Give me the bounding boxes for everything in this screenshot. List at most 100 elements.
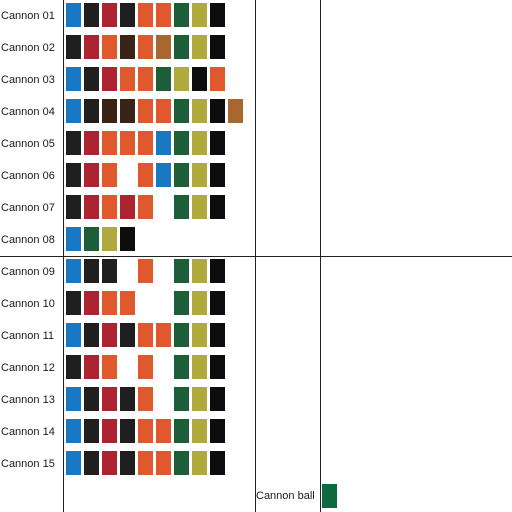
row-label: Cannon 14 bbox=[1, 426, 55, 438]
color-cell bbox=[66, 163, 81, 187]
color-cell bbox=[156, 3, 171, 27]
color-cell bbox=[192, 163, 207, 187]
color-cell bbox=[120, 67, 135, 91]
color-cell bbox=[84, 195, 99, 219]
color-cell bbox=[174, 163, 189, 187]
color-cell bbox=[192, 323, 207, 347]
color-cell bbox=[210, 67, 225, 91]
color-cell bbox=[210, 451, 225, 475]
color-cell bbox=[66, 99, 81, 123]
color-cell bbox=[66, 227, 81, 251]
color-cell bbox=[102, 99, 117, 123]
color-cell bbox=[84, 451, 99, 475]
row-label: Cannon 06 bbox=[1, 170, 55, 182]
color-cell bbox=[66, 387, 81, 411]
color-cell bbox=[66, 35, 81, 59]
color-cell bbox=[174, 451, 189, 475]
color-cell bbox=[138, 67, 153, 91]
color-cell bbox=[210, 3, 225, 27]
color-cell bbox=[156, 35, 171, 59]
row-label: Cannon 13 bbox=[1, 394, 55, 406]
color-cell bbox=[84, 323, 99, 347]
color-cell bbox=[156, 323, 171, 347]
color-cell bbox=[120, 419, 135, 443]
color-cell bbox=[102, 291, 117, 315]
row-label: Cannon 07 bbox=[1, 202, 55, 214]
color-cell bbox=[120, 99, 135, 123]
color-cell bbox=[120, 291, 135, 315]
color-cell bbox=[84, 163, 99, 187]
row-label: Cannon 08 bbox=[1, 234, 55, 246]
color-cell bbox=[120, 451, 135, 475]
color-cell bbox=[174, 323, 189, 347]
color-cell bbox=[192, 195, 207, 219]
legend-swatch-cannon-ball bbox=[322, 484, 337, 508]
color-cell bbox=[192, 131, 207, 155]
color-cell bbox=[210, 163, 225, 187]
color-cell bbox=[138, 195, 153, 219]
color-cell bbox=[66, 67, 81, 91]
row-label: Cannon 05 bbox=[1, 138, 55, 150]
color-cell bbox=[84, 227, 99, 251]
color-cell bbox=[102, 419, 117, 443]
color-cell bbox=[138, 99, 153, 123]
color-cell bbox=[192, 291, 207, 315]
color-cell bbox=[120, 131, 135, 155]
row-label: Cannon 11 bbox=[1, 330, 55, 342]
color-cell bbox=[102, 387, 117, 411]
legend-label: Cannon ball bbox=[256, 490, 315, 502]
row-label: Cannon 01 bbox=[1, 10, 55, 22]
color-cell bbox=[66, 291, 81, 315]
color-cell bbox=[120, 387, 135, 411]
color-cell bbox=[138, 419, 153, 443]
color-cell bbox=[102, 227, 117, 251]
row-label: Cannon 10 bbox=[1, 298, 55, 310]
color-cell bbox=[210, 99, 225, 123]
row-label: Cannon 03 bbox=[1, 74, 55, 86]
color-cell bbox=[174, 67, 189, 91]
color-cell bbox=[102, 131, 117, 155]
color-cell bbox=[120, 35, 135, 59]
color-cell bbox=[156, 419, 171, 443]
color-cell bbox=[192, 355, 207, 379]
color-cell bbox=[174, 3, 189, 27]
color-cell bbox=[66, 195, 81, 219]
row-label: Cannon 09 bbox=[1, 266, 55, 278]
color-cell bbox=[120, 195, 135, 219]
color-cell bbox=[84, 99, 99, 123]
color-cell bbox=[84, 131, 99, 155]
color-cell bbox=[102, 195, 117, 219]
row-label: Cannon 04 bbox=[1, 106, 55, 118]
color-cell bbox=[174, 355, 189, 379]
color-cell bbox=[210, 291, 225, 315]
color-cell bbox=[84, 419, 99, 443]
color-cell bbox=[66, 3, 81, 27]
color-cell bbox=[192, 387, 207, 411]
color-cell bbox=[84, 387, 99, 411]
color-cell bbox=[192, 419, 207, 443]
color-cell bbox=[138, 323, 153, 347]
color-cell bbox=[156, 99, 171, 123]
color-cell bbox=[156, 451, 171, 475]
row-label: Cannon 02 bbox=[1, 42, 55, 54]
color-cell bbox=[174, 131, 189, 155]
color-cell bbox=[138, 387, 153, 411]
color-cell bbox=[102, 67, 117, 91]
color-cell bbox=[192, 35, 207, 59]
color-cell bbox=[84, 355, 99, 379]
color-cell bbox=[138, 355, 153, 379]
row-label: Cannon 15 bbox=[1, 458, 55, 470]
color-cell bbox=[192, 259, 207, 283]
color-cell bbox=[174, 35, 189, 59]
horizontal-divider bbox=[0, 256, 512, 257]
color-cell bbox=[102, 355, 117, 379]
color-cell bbox=[84, 67, 99, 91]
color-cell bbox=[210, 195, 225, 219]
color-cell bbox=[138, 3, 153, 27]
color-cell bbox=[120, 323, 135, 347]
color-cell bbox=[84, 3, 99, 27]
color-cell bbox=[102, 35, 117, 59]
color-cell bbox=[66, 323, 81, 347]
row-label: Cannon 12 bbox=[1, 362, 55, 374]
color-cell bbox=[66, 419, 81, 443]
